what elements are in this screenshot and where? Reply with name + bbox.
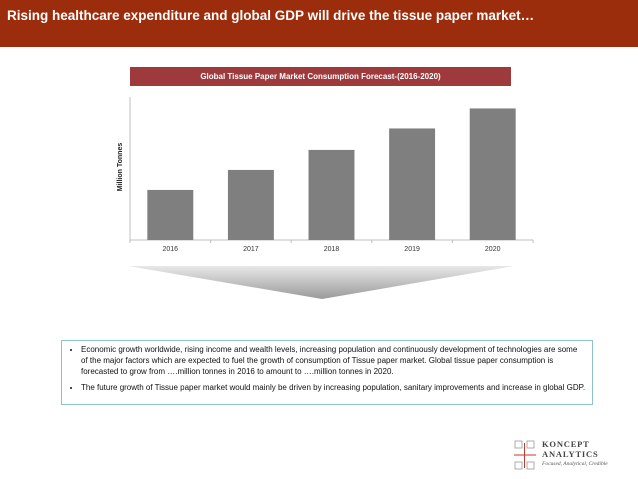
summary-box: Economic growth worldwide, rising income…: [61, 340, 593, 405]
slide-title: Rising healthcare expenditure and global…: [0, 0, 638, 47]
bar-2020: [469, 108, 516, 240]
bar-chart: 2016 2017 2018 2019 2020 Million Tonnes: [117, 97, 534, 253]
x-tick-label-2016: 2016: [163, 246, 179, 253]
bullet-2: The future growth of Tissue paper market…: [81, 382, 586, 393]
bar-2019: [389, 128, 436, 240]
logo-name-line1: KONCEPT: [542, 439, 590, 449]
bar-2016: [147, 189, 194, 240]
x-tick-label-2019: 2019: [404, 246, 420, 253]
x-tick-label-2017: 2017: [243, 246, 259, 253]
logo-tagline: Focused, Analytical, Credible: [542, 461, 608, 467]
y-axis-label: Million Tonnes: [117, 143, 124, 192]
chart-title: Global Tissue Paper Market Consumption F…: [130, 67, 511, 86]
bar-2017: [227, 169, 274, 240]
logo-name-line2: ANALYTICS: [542, 449, 599, 459]
x-tick-label-2018: 2018: [324, 246, 340, 253]
x-tick-label-2020: 2020: [485, 246, 501, 253]
bullet-1: Economic growth worldwide, rising income…: [81, 344, 586, 377]
funnel-arrow: [128, 266, 514, 299]
bar-2018: [308, 149, 355, 240]
crosshair-logo-icon: [514, 440, 536, 470]
company-logo: KONCEPT ANALYTICS Focused, Analytical, C…: [512, 436, 632, 476]
